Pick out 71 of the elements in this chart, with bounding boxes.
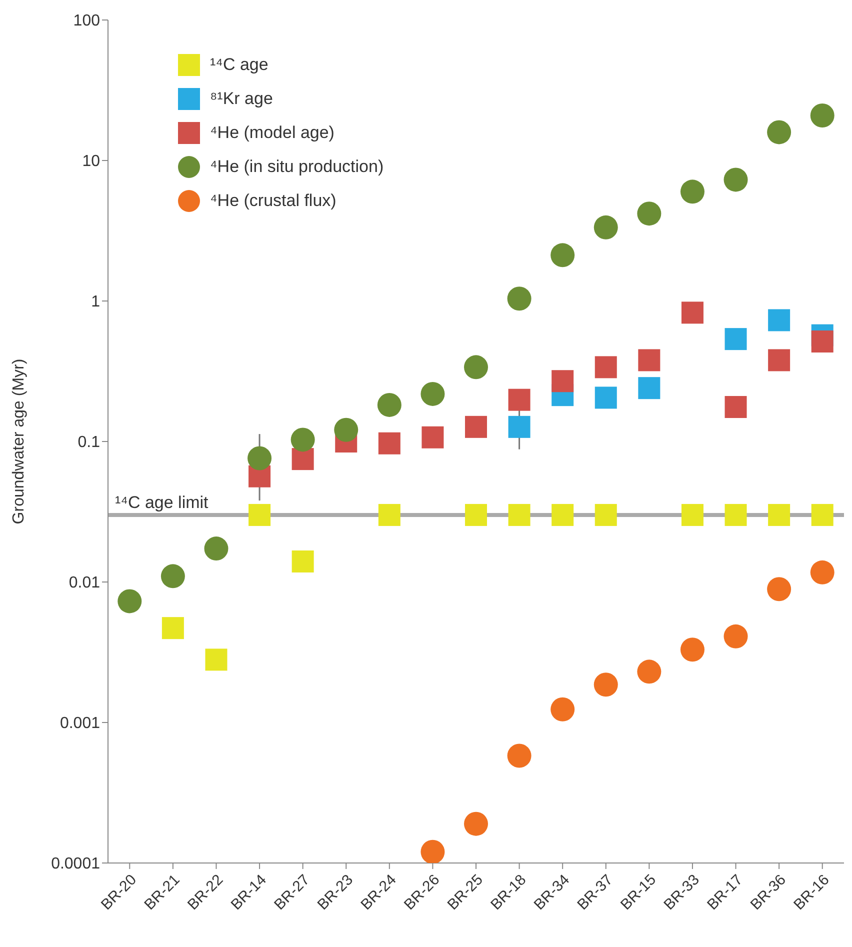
point — [508, 388, 530, 411]
point — [681, 302, 704, 324]
legend-label: ⁸¹Kr age — [210, 89, 273, 109]
point — [594, 672, 618, 697]
legend-label: ⁴He (in situ production) — [210, 157, 384, 177]
ref-line-label: ¹⁴C age limit — [115, 493, 209, 512]
point — [118, 589, 142, 614]
legend-label: ⁴He (crustal flux) — [210, 191, 336, 211]
point — [811, 504, 834, 526]
point — [290, 428, 315, 452]
point — [638, 349, 660, 372]
point — [422, 426, 444, 448]
y-tick-label: 0.01 — [68, 574, 100, 592]
point — [464, 812, 488, 836]
point — [724, 624, 748, 648]
point — [594, 356, 617, 378]
point — [248, 504, 271, 526]
point — [550, 697, 575, 722]
point — [724, 328, 747, 350]
point — [768, 504, 790, 526]
point — [378, 504, 400, 526]
point — [552, 370, 574, 392]
point — [681, 504, 704, 526]
point — [465, 504, 487, 526]
point — [594, 386, 617, 409]
point — [767, 120, 792, 144]
y-tick-label: 100 — [73, 12, 100, 30]
y-axis-title: Groundwater age (Myr) — [10, 358, 28, 524]
point — [552, 504, 574, 526]
point — [768, 349, 790, 372]
point — [810, 104, 834, 128]
point — [810, 560, 834, 584]
point — [420, 840, 445, 863]
point — [292, 448, 314, 470]
point — [768, 309, 790, 332]
point — [680, 638, 704, 662]
point — [204, 536, 228, 561]
point — [637, 202, 662, 226]
point — [550, 243, 575, 268]
y-tick-label: 10 — [82, 153, 100, 170]
y-tick-label: 0.0001 — [51, 856, 100, 873]
point — [811, 330, 834, 352]
y-tick-label: 0.001 — [60, 715, 100, 732]
point — [205, 648, 228, 671]
y-tick-label: 0.1 — [78, 434, 100, 452]
point — [160, 564, 185, 588]
point — [420, 382, 445, 406]
point — [377, 392, 402, 417]
point — [767, 577, 792, 602]
point — [638, 377, 660, 400]
point — [507, 744, 532, 768]
point — [508, 416, 530, 438]
point — [378, 432, 400, 454]
legend-label: ⁴He (model age) — [210, 123, 334, 143]
point — [724, 168, 748, 192]
point — [334, 418, 358, 442]
point — [594, 215, 618, 240]
point — [248, 446, 272, 470]
point — [508, 504, 530, 526]
point — [507, 286, 532, 311]
point — [464, 355, 488, 380]
point — [680, 180, 704, 204]
point — [724, 504, 747, 526]
point — [162, 617, 184, 640]
point — [465, 416, 487, 438]
point — [637, 660, 662, 684]
point — [724, 396, 747, 418]
point — [292, 550, 314, 572]
point — [594, 504, 617, 526]
y-tick-label: 1 — [91, 294, 100, 311]
legend-label: ¹⁴C age — [210, 55, 268, 75]
